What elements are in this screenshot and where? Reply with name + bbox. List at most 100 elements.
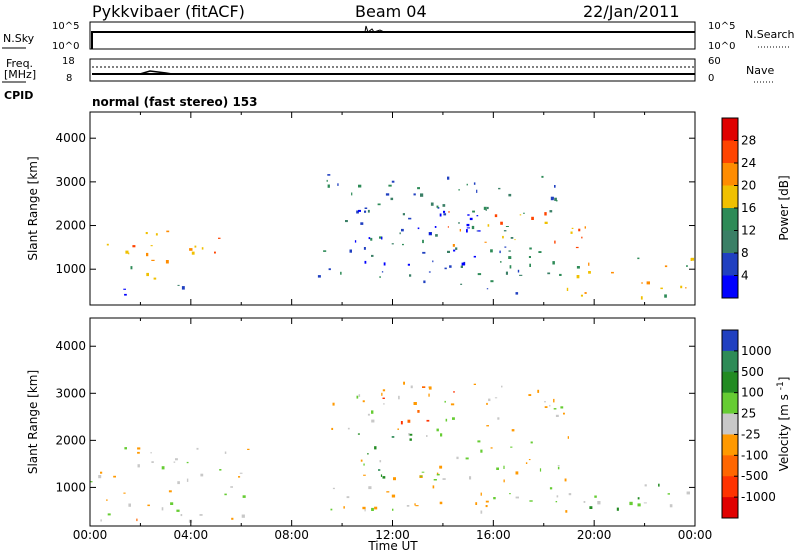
x-tick-label: 04:00 [174, 528, 209, 542]
data-cell [584, 226, 586, 229]
data-cell [400, 421, 403, 425]
data-cell [565, 510, 568, 513]
freq-label-1: Freq. [6, 57, 33, 70]
data-cell [420, 193, 424, 197]
data-cell [137, 464, 140, 468]
data-cell [549, 487, 553, 490]
data-cell [393, 477, 396, 481]
data-cell [450, 403, 455, 406]
data-cell [501, 385, 503, 388]
data-cell [646, 281, 650, 285]
data-cell [447, 226, 449, 228]
colorbar-swatch [722, 413, 738, 435]
colorbar-swatch [722, 330, 738, 352]
data-cell [544, 212, 547, 216]
data-cell [477, 273, 482, 276]
data-cell [505, 226, 509, 227]
data-cell [515, 496, 519, 499]
data-cell [436, 428, 439, 432]
data-cell [331, 427, 334, 430]
data-cell [381, 236, 383, 240]
data-cell [555, 200, 558, 202]
data-cell [362, 400, 365, 403]
data-cell [328, 268, 331, 271]
colorbar-swatch [722, 455, 738, 477]
data-cell [383, 262, 386, 266]
data-cell [490, 249, 493, 253]
y-axis-label: Slant Range [km] [26, 370, 40, 474]
data-cell [570, 231, 573, 234]
data-cell [113, 475, 116, 478]
x-axis-label: Time UT [367, 539, 418, 553]
data-cell [374, 446, 377, 450]
data-cell [444, 267, 447, 270]
data-cell [399, 232, 401, 235]
data-cell [461, 262, 465, 266]
colorbar-swatch [722, 476, 738, 498]
data-cell [557, 466, 560, 470]
data-cell [475, 502, 478, 505]
date-title: 22/Jan/2011 [583, 2, 680, 21]
data-cell [553, 408, 557, 410]
data-cell [428, 271, 431, 273]
data-cell [422, 251, 426, 254]
data-cell [391, 243, 394, 245]
data-cell [371, 254, 374, 257]
data-cell [224, 451, 227, 454]
data-cell [686, 265, 688, 267]
colorbar-tick-label: 12 [741, 224, 756, 238]
data-cell [326, 179, 328, 182]
data-cell [153, 277, 157, 280]
data-cell [402, 243, 404, 246]
data-cell [200, 473, 204, 477]
data-cell [541, 175, 544, 178]
data-cell [555, 414, 559, 417]
data-cell [360, 459, 363, 462]
data-cell [371, 419, 375, 423]
data-cell [363, 474, 366, 476]
data-cell [362, 506, 366, 510]
data-cell [637, 503, 641, 507]
colorbar-frame [721, 329, 739, 519]
data-cell [327, 184, 330, 188]
data-cell [186, 478, 189, 482]
colorbar-tick-label: 4 [741, 269, 749, 283]
cpid-label: CPID [4, 89, 33, 102]
data-cell [358, 209, 361, 212]
data-cell [364, 207, 368, 209]
data-cell [343, 506, 345, 509]
data-cell [499, 250, 501, 254]
data-cell [214, 251, 216, 254]
data-cell [155, 233, 158, 236]
data-cell [469, 476, 472, 480]
y-tick-label: 3000 [55, 386, 86, 400]
data-cell [563, 412, 565, 415]
data-cell [486, 288, 489, 290]
data-cell [388, 184, 392, 187]
data-cell [436, 473, 440, 476]
data-cell [415, 505, 419, 507]
y-axis-label: Slant Range [km] [26, 156, 40, 260]
colorbar-swatch [722, 497, 738, 519]
colorbar-swatch [722, 253, 738, 276]
colorbar-tick-label: 24 [741, 156, 756, 170]
data-cell [480, 449, 483, 453]
data-cell [332, 487, 335, 490]
panel-frame [89, 111, 696, 306]
data-cell [519, 214, 522, 216]
data-cell [575, 246, 579, 249]
data-cell [576, 275, 580, 279]
data-cell [367, 209, 370, 213]
data-cell [490, 280, 494, 283]
data-cell [433, 479, 437, 481]
data-cell [368, 237, 371, 240]
data-cell [371, 410, 374, 414]
data-cell [191, 251, 195, 255]
colorbar-label: Power [dB] [777, 175, 791, 240]
data-cell [230, 486, 233, 488]
data-cell [175, 458, 178, 461]
data-cell [531, 216, 534, 220]
colorbar-swatch [722, 118, 738, 141]
data-cell [136, 518, 138, 522]
data-cell [503, 465, 505, 469]
